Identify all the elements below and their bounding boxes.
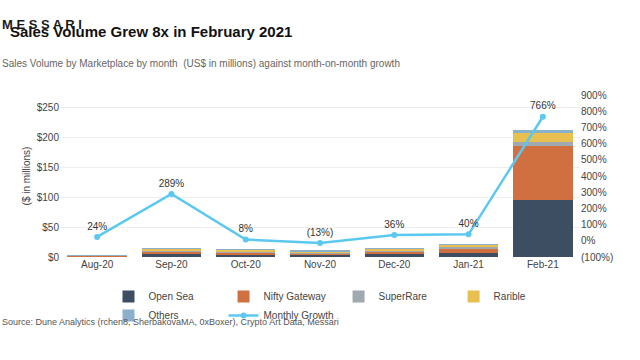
svg-text:Sep-20: Sep-20 [155,259,188,270]
svg-text:Dec-20: Dec-20 [378,259,411,270]
svg-text:Jan-21: Jan-21 [453,259,484,270]
svg-text:200%: 200% [581,203,607,214]
svg-text:Feb-21: Feb-21 [527,259,559,270]
svg-text:24%: 24% [87,221,107,232]
svg-text:$0: $0 [48,252,60,263]
svg-text:$150: $150 [37,162,60,173]
svg-text:36%: 36% [384,219,404,230]
svg-text:(13%): (13%) [307,227,334,238]
svg-text:M E S S A R I: M E S S A R I [2,17,82,32]
svg-text:Source: Dune Analytics (rchen8: Source: Dune Analytics (rchen8, Sherbako… [2,317,339,327]
svg-text:SuperRare: SuperRare [379,291,428,302]
svg-text:0%: 0% [581,235,596,246]
svg-text:400%: 400% [581,171,607,182]
svg-text:289%: 289% [159,178,185,189]
svg-text:($ in millions): ($ in millions) [21,147,32,206]
svg-text:Monthly Growth: Monthly Growth [264,310,334,321]
svg-text:$250: $250 [37,102,60,113]
svg-text:700%: 700% [581,122,607,133]
svg-text:Open Sea: Open Sea [149,291,194,302]
svg-text:40%: 40% [459,218,479,229]
svg-text:$50: $50 [42,222,59,233]
svg-text:Oct-20: Oct-20 [231,259,261,270]
svg-text:900%: 900% [581,90,607,101]
svg-text:Aug-20: Aug-20 [81,259,114,270]
svg-text:600%: 600% [581,138,607,149]
svg-text:Sales Volume Grew 8x in Februa: Sales Volume Grew 8x in February 2021 [10,23,292,40]
svg-text:Rarible: Rarible [494,291,526,302]
svg-text:Nifty Gateway: Nifty Gateway [264,291,326,302]
svg-text:$100: $100 [37,192,60,203]
svg-text:$200: $200 [37,132,60,143]
svg-text:Nov-20: Nov-20 [304,259,337,270]
svg-text:800%: 800% [581,106,607,117]
svg-text:Others: Others [149,310,179,321]
svg-text:8%: 8% [238,223,253,234]
svg-text:(100%): (100%) [581,252,613,263]
svg-text:766%: 766% [530,100,556,111]
svg-text:100%: 100% [581,219,607,230]
svg-text:500%: 500% [581,154,607,165]
svg-text:300%: 300% [581,187,607,198]
svg-text:Sales Volume by Marketplace by: Sales Volume by Marketplace by month (US… [2,58,400,69]
